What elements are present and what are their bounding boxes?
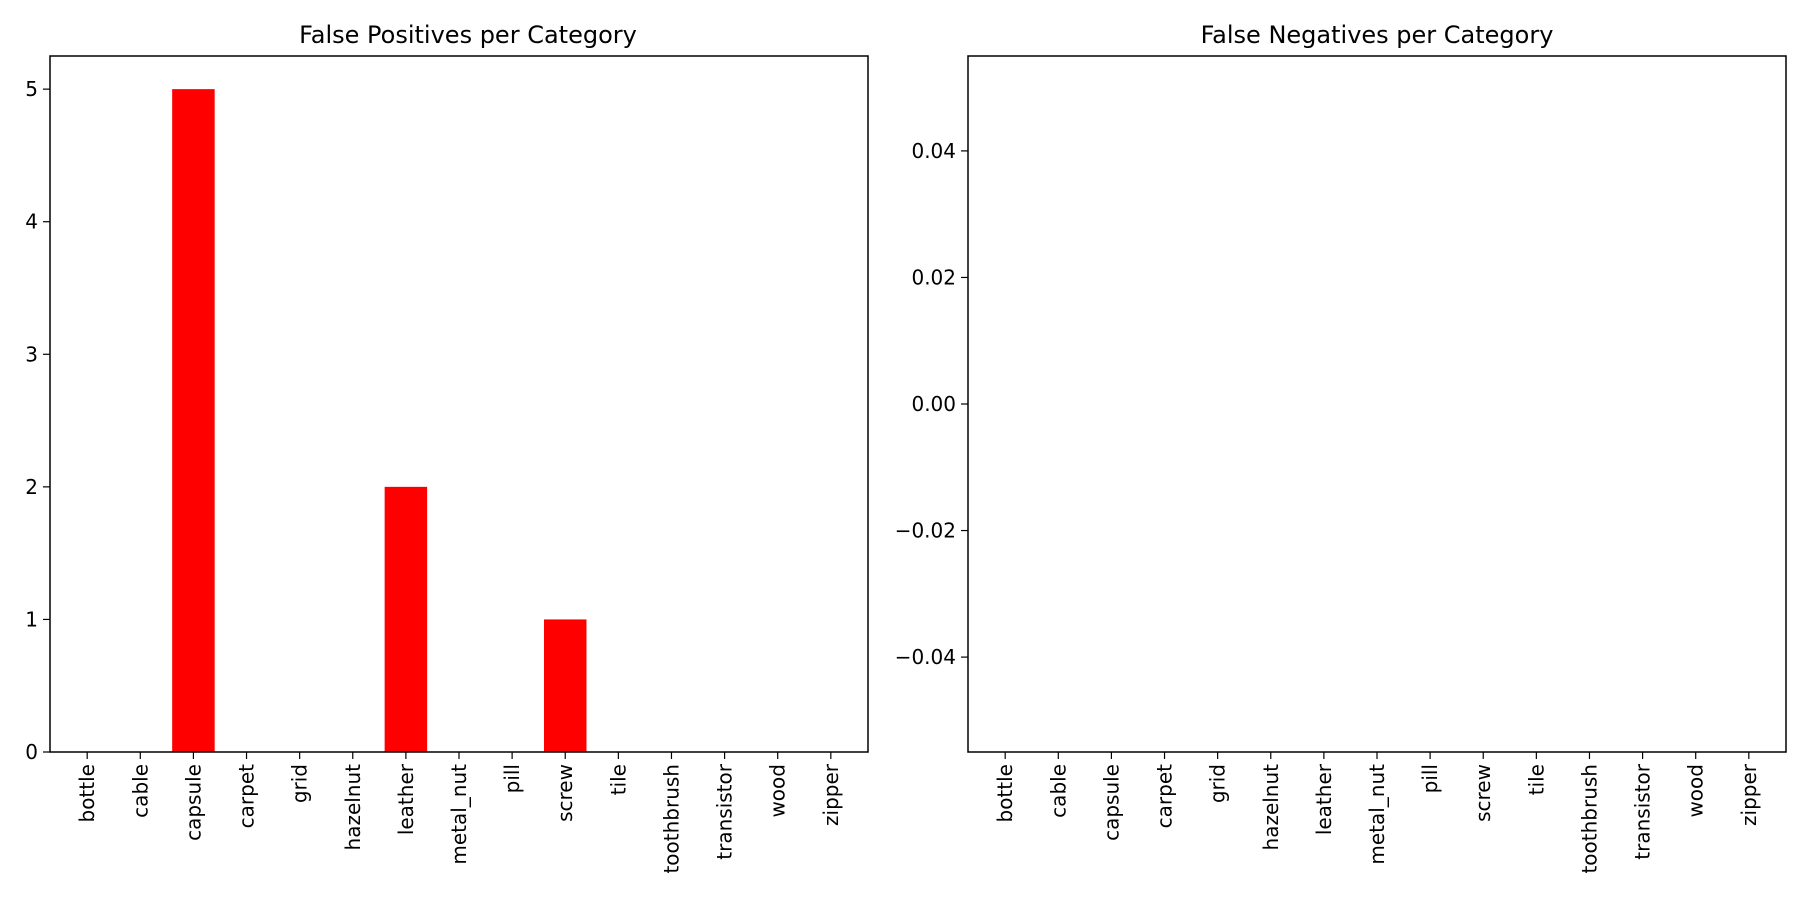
x-tick-label: toothbrush [659, 764, 683, 874]
x-tick-label: capsule [181, 764, 205, 841]
bar-capsule [172, 89, 215, 752]
x-tick-label: hazelnut [1259, 764, 1283, 851]
x-tick-label: cable [1046, 764, 1070, 818]
x-tick-label: leather [1312, 763, 1336, 835]
x-tick-label: toothbrush [1577, 764, 1601, 874]
x-tick-label: tile [1524, 764, 1548, 795]
x-tick-label: capsule [1099, 764, 1123, 841]
x-tick-label: carpet [235, 764, 259, 828]
false-positives-chart: False Positives per Category 0 1 2 3 4 5 bott… [25, 21, 869, 874]
x-tick-label: bottle [993, 764, 1017, 822]
y-tick-label: 0.02 [911, 265, 956, 289]
x-tick-label: transistor [713, 763, 737, 859]
y-tick-label: 4 [25, 210, 38, 234]
y-tick-label: 1 [25, 607, 38, 631]
y-tick-label: 0 [25, 740, 38, 764]
y-tick-label: −0.02 [895, 519, 956, 543]
x-tick-label: transistor [1631, 763, 1655, 859]
chart-title: False Positives per Category [299, 21, 637, 49]
bar-leather [384, 486, 428, 752]
x-tick-label: grid [1206, 764, 1230, 803]
false-negatives-chart: False Negatives per Category −0.04 −0.02 0… [895, 21, 1787, 874]
x-tick-label: wood [1684, 764, 1708, 818]
x-tick-label: metal_nut [447, 764, 471, 865]
x-tick-label: zipper [819, 763, 843, 826]
x-tick-label: zipper [1737, 763, 1761, 826]
chart-title: False Negatives per Category [1201, 21, 1554, 49]
y-tick-label: 0.04 [911, 139, 956, 163]
x-tick-label: cable [128, 764, 152, 818]
x-tick-label: metal_nut [1365, 764, 1389, 865]
x-tick-label: screw [1471, 764, 1495, 822]
x-tick-label: pill [500, 764, 524, 793]
bar-screw [543, 619, 587, 752]
x-tick-label: bottle [75, 764, 99, 822]
x-tick-label: screw [553, 764, 577, 822]
y-tick-label: 5 [25, 77, 38, 101]
x-tick-label: tile [606, 764, 630, 795]
x-tick-label: leather [394, 763, 418, 835]
x-tick-label: wood [766, 764, 790, 818]
y-tick-label: −0.04 [895, 645, 956, 669]
y-tick-label: 0.00 [911, 392, 956, 416]
y-tick-label: 2 [25, 475, 38, 499]
x-tick-label: grid [288, 764, 312, 803]
x-tick-label: hazelnut [341, 764, 365, 851]
x-tick-label: carpet [1153, 764, 1177, 828]
x-tick-label: pill [1418, 764, 1442, 793]
y-tick-label: 3 [25, 342, 38, 366]
